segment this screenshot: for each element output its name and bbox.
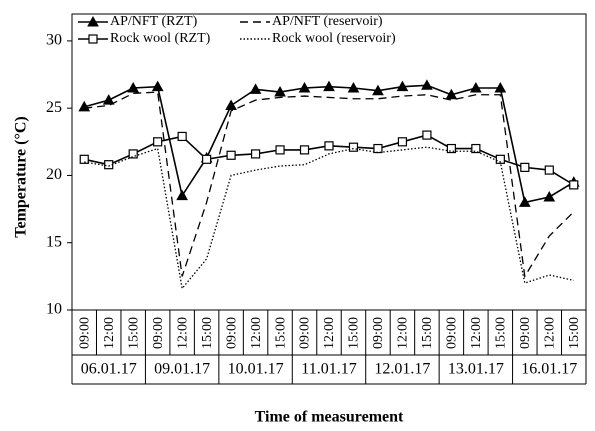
marker	[373, 143, 383, 154]
marker	[176, 189, 188, 201]
x-tick-label: 12:00	[175, 317, 190, 349]
marker	[225, 99, 237, 110]
marker	[275, 145, 285, 155]
marker	[445, 88, 458, 100]
x-tick-label: 09:00	[518, 317, 533, 349]
marker	[87, 15, 99, 27]
legend-label: AP/NFT (reservoir)	[272, 14, 383, 29]
marker	[348, 142, 359, 152]
x-tick-label: 15:00	[347, 317, 362, 349]
marker	[397, 137, 408, 147]
x-tick-label: 15:00	[126, 317, 141, 349]
y-tick-label: 25	[46, 99, 62, 116]
marker	[104, 160, 114, 170]
marker	[274, 86, 286, 97]
marker	[422, 130, 432, 140]
legend-label: Rock wool (RZT)	[110, 31, 211, 46]
marker	[298, 81, 311, 93]
x-tick-label: 15:00	[200, 317, 215, 349]
marker	[471, 143, 481, 154]
marker	[544, 165, 554, 175]
marker	[151, 80, 164, 92]
marker	[495, 154, 505, 164]
x-group-label: 13.01.17	[448, 361, 504, 378]
series-line	[84, 146, 574, 290]
x-tick-label: 12:00	[102, 317, 117, 349]
x-tick-label: 12:00	[396, 317, 411, 349]
marker	[372, 84, 384, 96]
x-tick-label: 12:00	[322, 317, 337, 349]
marker	[249, 83, 262, 94]
y-tick-label: 20	[46, 166, 62, 183]
marker	[396, 80, 409, 92]
x-group-label: 12.01.17	[374, 361, 430, 378]
series-line	[84, 91, 575, 279]
legend-label: AP/NFT (RZT)	[110, 14, 198, 29]
marker	[226, 150, 236, 160]
marker	[127, 81, 140, 93]
marker	[128, 149, 138, 159]
x-tick-label: 09:00	[445, 317, 460, 349]
y-tick-label: 15	[46, 233, 62, 250]
x-group-label: 06.01.17	[81, 361, 137, 378]
y-tick-label: 10	[46, 301, 62, 318]
x-group-label: 09.01.17	[154, 361, 210, 378]
y-tick-label: 30	[46, 32, 62, 49]
marker	[79, 154, 89, 164]
y-axis-title: Temperature (°C)	[13, 116, 30, 237]
legend-label: Rock wool (reservoir)	[272, 31, 396, 46]
marker	[88, 34, 98, 44]
x-axis-title: Time of measurement	[255, 409, 404, 426]
x-tick-label: 12:00	[469, 317, 484, 349]
x-tick-label: 15:00	[567, 317, 582, 349]
x-tick-label: 09:00	[298, 317, 313, 349]
x-group-label: 10.01.17	[228, 361, 284, 378]
x-tick-label: 15:00	[494, 317, 509, 349]
x-tick-label: 09:00	[151, 317, 166, 349]
marker	[323, 80, 335, 92]
marker	[177, 131, 187, 142]
marker	[102, 94, 115, 105]
marker	[299, 145, 310, 155]
marker	[569, 180, 579, 190]
plot-frame	[71, 13, 587, 311]
marker	[518, 196, 531, 207]
x-tick-label: 15:00	[273, 317, 288, 349]
marker	[202, 154, 212, 164]
x-tick-label: 09:00	[224, 317, 239, 349]
x-tick-label: 09:00	[77, 317, 92, 349]
marker	[494, 81, 507, 93]
x-tick-label: 09:00	[371, 317, 386, 349]
x-group-label: 16.01.17	[521, 361, 577, 378]
marker	[421, 79, 433, 90]
marker	[153, 137, 163, 147]
marker	[78, 100, 91, 112]
marker	[543, 190, 556, 202]
marker	[324, 141, 334, 151]
marker	[446, 143, 456, 154]
x-tick-label: 12:00	[543, 317, 558, 349]
marker	[250, 149, 261, 159]
x-tick-label: 12:00	[249, 317, 264, 349]
marker	[520, 162, 530, 172]
marker	[470, 81, 482, 93]
x-group-label: 11.01.17	[301, 361, 356, 378]
marker	[347, 81, 360, 93]
x-tick-label: 15:00	[420, 317, 435, 349]
